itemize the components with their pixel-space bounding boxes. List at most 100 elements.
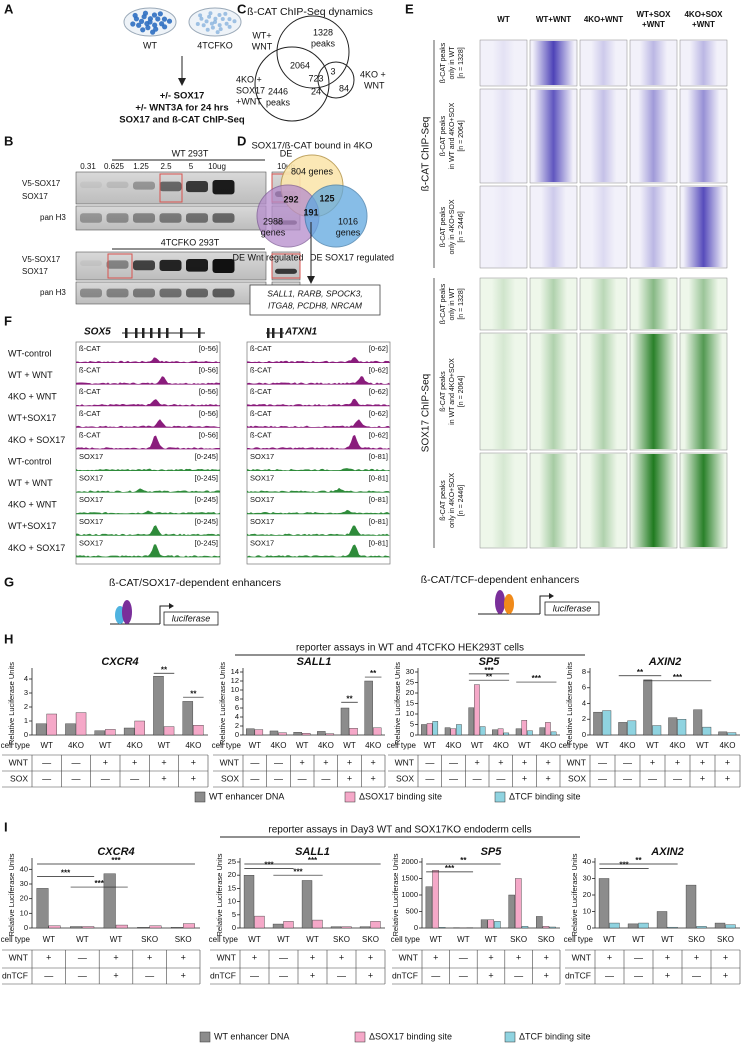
bar	[243, 875, 255, 929]
condition-label: 4KO + SOX17	[8, 435, 65, 445]
cell	[198, 13, 203, 18]
table-cell: +	[694, 952, 699, 962]
venn-circle	[276, 15, 350, 89]
bar	[602, 710, 612, 736]
venn-label: genes	[336, 227, 361, 237]
table-cell: —	[130, 773, 139, 783]
track-box	[75, 341, 221, 565]
x-tick-label: 4KO	[719, 741, 735, 750]
track-label: ß-CAT	[79, 409, 101, 418]
legend-swatch	[494, 791, 506, 803]
bar	[468, 707, 475, 736]
x-tick-label: 4KO	[540, 741, 556, 750]
x-tick-label: WT	[76, 935, 89, 944]
bar	[246, 728, 255, 736]
venn-label: DE Wnt regulated	[232, 252, 303, 262]
x-tick-label: SKO	[510, 935, 527, 944]
row-label: V5-SOX17	[22, 179, 61, 188]
heatmap-signal	[493, 187, 514, 267]
track-range: [0-56]	[199, 430, 218, 439]
table-row-label: WNT	[9, 757, 28, 767]
factor	[122, 600, 132, 624]
bar	[539, 727, 546, 736]
bar	[370, 921, 381, 929]
reporter-box	[544, 601, 600, 616]
cell	[227, 24, 232, 29]
y-tick-label: 500	[405, 906, 418, 915]
heatmap-signal	[539, 454, 568, 547]
y-tick-label: 30	[583, 873, 591, 882]
reporter: luciferase	[172, 613, 211, 623]
step: SOX17 and ß-CAT ChIP-Seq	[119, 115, 245, 126]
significance: **	[370, 669, 377, 678]
y-tick-label: 5	[410, 719, 414, 728]
cell	[161, 16, 168, 22]
cell	[140, 27, 146, 33]
y-axis-label: Relative Luciferase Units	[7, 853, 16, 936]
table-cell: +	[544, 970, 549, 980]
table-cell: —	[78, 970, 87, 980]
x-tick-label: WT	[40, 741, 53, 750]
significance: ***	[308, 856, 318, 865]
band	[186, 259, 208, 272]
x-tick-label: 4KO	[365, 741, 381, 750]
venn-label: WNT	[364, 80, 385, 90]
venn-label: 2064	[290, 60, 310, 70]
track-range: [0-245]	[195, 474, 218, 483]
table-cell: +	[310, 952, 315, 962]
table-cell: —	[623, 773, 632, 783]
track-range: [0-62]	[369, 344, 388, 353]
step: +/- SOX17	[160, 91, 205, 102]
heatmap-signal	[589, 454, 618, 547]
table-cell: —	[250, 757, 259, 767]
table-cell: +	[161, 773, 166, 783]
bar	[278, 732, 287, 736]
heatmap-signal	[688, 279, 719, 329]
table-cell: —	[425, 773, 434, 783]
bar	[426, 723, 433, 736]
venn-label: genes	[261, 227, 286, 237]
x-tick-label: SKO	[688, 935, 705, 944]
venn-label: 3	[330, 66, 335, 76]
significance: ***	[61, 869, 71, 878]
cell	[166, 18, 173, 24]
table-cell: —	[692, 970, 701, 980]
gene-name: ATXN1	[284, 327, 317, 338]
bar	[317, 731, 326, 736]
venn-label: 804 genes	[291, 166, 334, 176]
bar	[444, 727, 451, 736]
row-label: [n = 2064]	[458, 376, 465, 407]
track-label: SOX17	[250, 538, 274, 547]
table-cell: —	[623, 757, 632, 767]
row-label: SOX17	[22, 192, 48, 201]
table-cell: —	[337, 970, 346, 980]
heatmap-signal	[687, 90, 720, 182]
track-label: ß-CAT	[250, 409, 272, 418]
track-range: [0-81]	[369, 474, 388, 483]
bar	[494, 921, 501, 929]
y-tick-label: 40	[20, 864, 28, 873]
table-cell: +	[252, 952, 257, 962]
bar	[503, 732, 510, 736]
row-label: only in WT	[449, 287, 456, 321]
y-tick-label: 1000	[401, 890, 418, 899]
track	[76, 419, 220, 428]
table-row-label: WNT	[9, 952, 28, 962]
bar	[527, 730, 533, 736]
heatmap-signal	[590, 279, 617, 329]
bar	[301, 880, 313, 929]
track	[247, 376, 390, 385]
lane-label: 1.25	[133, 162, 149, 171]
y-tick-label: 10	[583, 906, 591, 915]
track-range: [0-56]	[199, 366, 218, 375]
bar	[685, 884, 697, 929]
y-axis-label: Relative Luciferase Units	[565, 662, 574, 745]
table-cell: +	[546, 757, 551, 767]
block-title: ß-CAT ChIP-Seq	[421, 117, 432, 192]
table-cell: —	[459, 952, 468, 962]
track	[247, 544, 390, 558]
table-row-label: cell type	[387, 741, 417, 750]
blot-title: WT 293T	[172, 148, 209, 158]
table-cell: +	[368, 952, 373, 962]
